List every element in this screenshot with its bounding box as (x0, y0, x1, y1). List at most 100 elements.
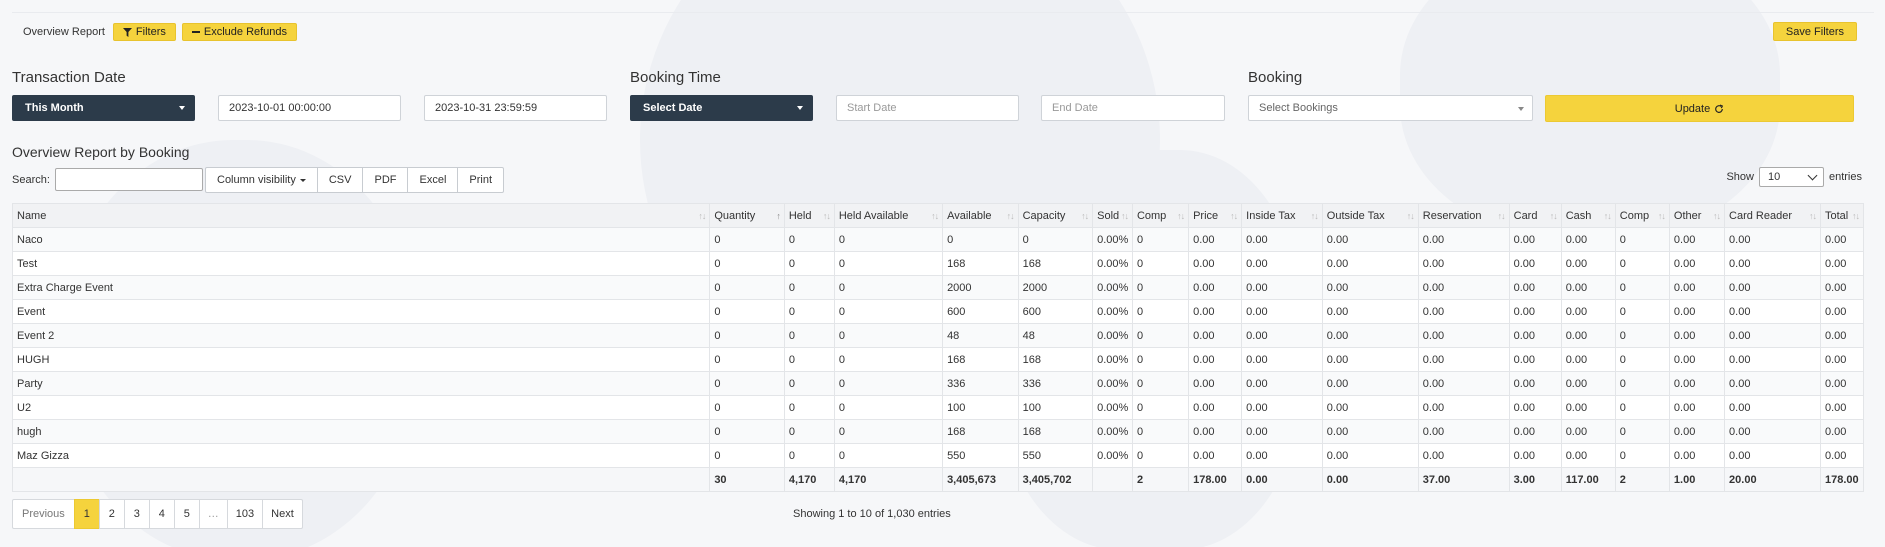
table-cell: 0 (1614, 419, 1670, 444)
booking-time-select[interactable]: Select Date (630, 95, 813, 121)
table-cell: 0 (833, 251, 944, 276)
column-visibility-button[interactable]: Column visibility (205, 167, 318, 193)
update-button-label: Update (1674, 102, 1711, 115)
table-cell: 550 (942, 443, 1019, 468)
table-cell: 0.00 (1508, 395, 1562, 420)
table-cell: 0.00% (1092, 371, 1133, 396)
table-cell: 0 (1131, 347, 1190, 372)
table-cell: 0.00 (1417, 227, 1510, 252)
page-button[interactable]: 1 (73, 499, 100, 529)
table-cell: 0 (833, 299, 944, 324)
table-cell: Event 2 (11, 323, 711, 348)
booking-end-input[interactable]: End Date (1041, 95, 1225, 121)
table-cell: 0.00 (1321, 227, 1419, 252)
table-cell: 0 (709, 275, 785, 300)
table-cell: 2000 (1017, 275, 1094, 300)
table-cell: hugh (11, 419, 711, 444)
table-cell: 0.00 (1820, 275, 1864, 300)
page-length-select[interactable]: 10 (1758, 167, 1824, 187)
report-toolbar: Overview Report Filters Exclude Refunds (23, 23, 298, 41)
column-header-4[interactable]: Available ↑↓ (942, 203, 1019, 228)
total-cell: 3.00 (1508, 467, 1562, 492)
table-cell: 0.00 (1668, 299, 1726, 324)
column-header-0[interactable]: Name ↑↓ (11, 203, 711, 228)
column-header-6[interactable]: Sold ↑↓ (1092, 203, 1133, 228)
table-cell: 0.00 (1241, 395, 1323, 420)
table-cell: 0.00 (1820, 419, 1864, 444)
table-cell: 0.00 (1724, 227, 1821, 252)
booking-select[interactable]: Select Bookings (1248, 95, 1533, 121)
next-page-button[interactable]: Next (262, 499, 303, 529)
table-row: Event 0 0 0 600 600 0.00% 0 0.00 0.00 0.00 0.00 0.00… (11, 299, 1864, 324)
sort-icon: ↑↓ (1310, 211, 1319, 221)
column-header-10[interactable]: Outside Tax ↑↓ (1321, 203, 1419, 228)
table-cell: 0.00% (1092, 347, 1133, 372)
search-input[interactable] (54, 168, 203, 191)
column-header-16[interactable]: Card Reader ↑↓ (1724, 203, 1821, 228)
table-cell: 0.00 (1241, 251, 1323, 276)
table-cell: 0 (709, 443, 785, 468)
page-button[interactable]: 5 (173, 499, 200, 529)
table-cell: 0.00 (1668, 443, 1726, 468)
total-cell: 0.00 (1321, 467, 1419, 492)
table-cell: 0.00 (1560, 443, 1616, 468)
page-button[interactable]: 103 (226, 499, 264, 529)
table-cell: 0 (783, 299, 835, 324)
caret-down-icon (179, 106, 185, 110)
column-header-14[interactable]: Comp ↑↓ (1614, 203, 1670, 228)
table-cell: 0 (709, 395, 785, 420)
column-header-17[interactable]: Total ↑↓ (1820, 203, 1864, 228)
table-cell: 0.00% (1092, 251, 1133, 276)
caret-down-icon (1518, 107, 1524, 111)
table-cell: 0.00 (1724, 323, 1821, 348)
table-cell: Event (11, 299, 711, 324)
booking-start-input[interactable]: Start Date (836, 95, 1019, 121)
table-cell: 0.00 (1820, 299, 1864, 324)
column-header-2[interactable]: Held ↑↓ (783, 203, 835, 228)
table-row: Party 0 0 0 336 336 0.00% 0 0.00 0.00 0.00 0.00 0.00… (11, 371, 1864, 396)
save-filters-button[interactable]: Save Filters (1772, 22, 1857, 41)
page-button[interactable]: 4 (148, 499, 175, 529)
column-header-11[interactable]: Reservation ↑↓ (1417, 203, 1510, 228)
previous-page-button[interactable]: Previous (12, 499, 75, 529)
table-cell: 0.00 (1724, 299, 1821, 324)
table-cell: 0.00 (1724, 347, 1821, 372)
total-cell: 117.00 (1560, 467, 1616, 492)
table-cell: 0.00 (1321, 419, 1419, 444)
transaction-start-input[interactable]: 2023-10-01 00:00:00 (218, 95, 401, 121)
column-header-1[interactable]: Quantity ↑ (709, 203, 785, 228)
column-header-8[interactable]: Price ↑↓ (1188, 203, 1243, 228)
page-button[interactable]: 2 (98, 499, 125, 529)
column-header-3[interactable]: Held Available ↑↓ (833, 203, 944, 228)
column-header-7[interactable]: Comp ↑↓ (1131, 203, 1190, 228)
column-header-12[interactable]: Card ↑↓ (1508, 203, 1562, 228)
table-cell: Maz Gizza (11, 443, 711, 468)
column-header-13[interactable]: Cash ↑↓ (1560, 203, 1616, 228)
column-header-label: Outside Tax (1326, 209, 1385, 222)
table-cell: 0 (1614, 227, 1670, 252)
report-title: Overview Report by Booking (12, 144, 190, 160)
pdf-button[interactable]: PDF (362, 167, 409, 193)
booking-time-title: Booking Time (630, 69, 721, 86)
table-cell: 0 (709, 371, 785, 396)
table-cell: 0.00 (1188, 371, 1243, 396)
table-cell: Extra Charge Event (11, 275, 711, 300)
transaction-end-input[interactable]: 2023-10-31 23:59:59 (424, 95, 607, 121)
page-button[interactable]: 3 (123, 499, 150, 529)
update-button[interactable]: Update (1545, 95, 1854, 122)
table-cell: 0.00% (1092, 323, 1133, 348)
filters-button[interactable]: Filters (112, 23, 176, 41)
exclude-refunds-button[interactable]: Exclude Refunds (181, 23, 298, 41)
column-header-9[interactable]: Inside Tax ↑↓ (1241, 203, 1323, 228)
column-header-5[interactable]: Capacity ↑↓ (1017, 203, 1094, 228)
excel-button[interactable]: Excel (407, 167, 459, 193)
table-cell: 0 (1614, 299, 1670, 324)
table-cell: 0 (1614, 443, 1670, 468)
column-header-15[interactable]: Other ↑↓ (1668, 203, 1726, 228)
table-cell: 0.00 (1321, 347, 1419, 372)
total-cell: 178.00 (1820, 467, 1864, 492)
csv-button[interactable]: CSV (316, 167, 364, 193)
transaction-period-select[interactable]: This Month (12, 95, 195, 121)
table-cell: 0.00 (1321, 275, 1419, 300)
print-button[interactable]: Print (457, 167, 505, 193)
